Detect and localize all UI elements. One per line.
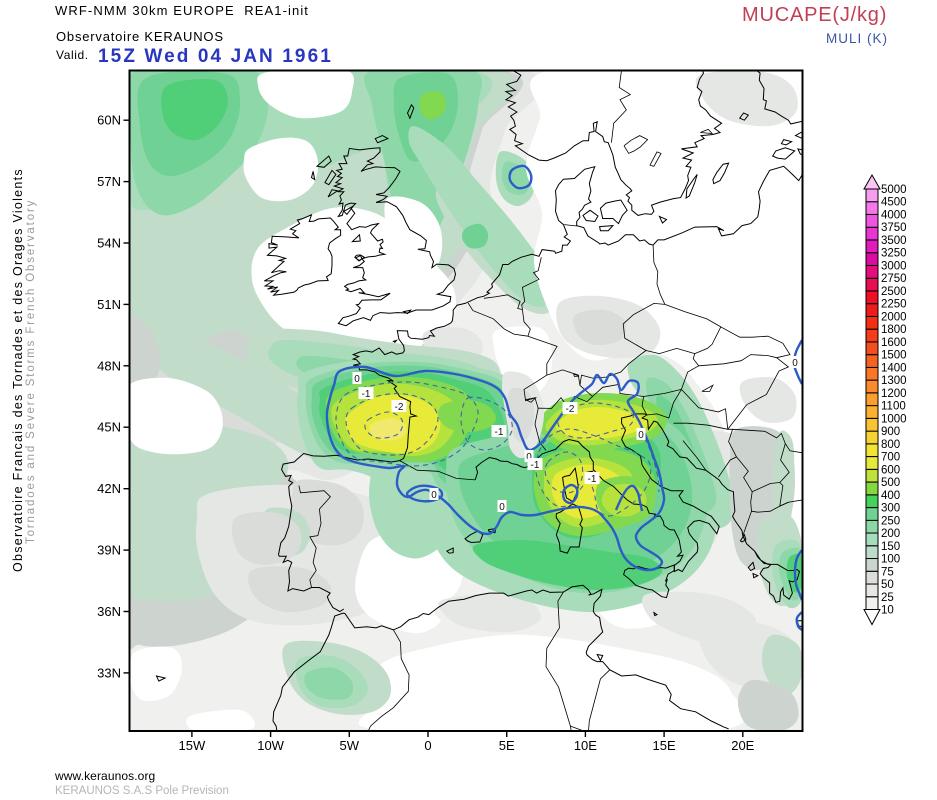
svg-text:0: 0 xyxy=(638,430,644,441)
svg-text:Tornadoes and Severe Storms Fr: Tornadoes and Severe Storms French Obser… xyxy=(25,199,37,544)
svg-text:500: 500 xyxy=(881,477,900,489)
svg-text:5E: 5E xyxy=(499,738,515,753)
svg-text:1100: 1100 xyxy=(881,401,906,413)
svg-text:-2: -2 xyxy=(566,404,575,415)
svg-text:1800: 1800 xyxy=(881,324,907,336)
svg-text:900: 900 xyxy=(881,426,900,438)
svg-text:15W: 15W xyxy=(179,738,206,753)
svg-text:700: 700 xyxy=(881,452,900,464)
svg-text:4000: 4000 xyxy=(881,210,907,222)
svg-text:10E: 10E xyxy=(574,738,597,753)
svg-text:Observatoire KERAUNOS: Observatoire KERAUNOS xyxy=(56,29,224,44)
svg-text:3000: 3000 xyxy=(881,261,907,273)
svg-text:15E: 15E xyxy=(653,738,676,753)
svg-text:-1: -1 xyxy=(588,474,597,485)
svg-text:150: 150 xyxy=(881,541,900,553)
svg-text:2500: 2500 xyxy=(881,286,907,298)
svg-text:600: 600 xyxy=(881,464,900,476)
svg-text:2250: 2250 xyxy=(881,299,907,311)
svg-text:0: 0 xyxy=(354,374,360,385)
svg-text:100: 100 xyxy=(881,554,900,566)
svg-text:KERAUNOS S.A.S Pole Prevision: KERAUNOS S.A.S Pole Prevision xyxy=(55,785,229,797)
svg-text:10W: 10W xyxy=(257,738,284,753)
svg-text:200: 200 xyxy=(881,528,900,540)
svg-text:33N: 33N xyxy=(97,665,121,680)
svg-text:400: 400 xyxy=(881,490,900,502)
svg-text:50: 50 xyxy=(881,579,894,591)
svg-text:0: 0 xyxy=(526,452,532,463)
svg-text:www.keraunos.org: www.keraunos.org xyxy=(54,769,155,783)
svg-text:57N: 57N xyxy=(97,174,121,189)
svg-text:2750: 2750 xyxy=(881,273,907,285)
svg-text:15Z Wed 04 JAN 1961: 15Z Wed 04 JAN 1961 xyxy=(98,46,333,67)
svg-text:1600: 1600 xyxy=(881,337,907,349)
svg-text:75: 75 xyxy=(881,566,894,578)
svg-text:300: 300 xyxy=(881,503,900,515)
svg-text:3500: 3500 xyxy=(881,235,907,247)
svg-text:1500: 1500 xyxy=(881,350,907,362)
svg-text:Observatoire Francais des Torn: Observatoire Francais des Tornades et de… xyxy=(11,168,25,572)
svg-text:42N: 42N xyxy=(97,481,121,496)
svg-text:1400: 1400 xyxy=(881,362,907,374)
svg-text:0: 0 xyxy=(431,490,437,501)
svg-text:5000: 5000 xyxy=(881,184,907,196)
svg-text:-1: -1 xyxy=(531,460,540,471)
svg-text:Valid.: Valid. xyxy=(56,48,89,62)
svg-text:-1: -1 xyxy=(362,389,371,400)
svg-text:10: 10 xyxy=(881,605,894,617)
svg-text:0: 0 xyxy=(792,358,798,369)
svg-text:36N: 36N xyxy=(97,604,121,619)
svg-text:4500: 4500 xyxy=(881,197,907,209)
svg-text:25: 25 xyxy=(881,592,894,604)
svg-text:51N: 51N xyxy=(97,297,121,312)
svg-text:-1: -1 xyxy=(495,427,504,438)
svg-text:1200: 1200 xyxy=(881,388,907,400)
svg-text:5W: 5W xyxy=(340,738,360,753)
svg-text:1300: 1300 xyxy=(881,375,907,387)
svg-text:3750: 3750 xyxy=(881,222,907,234)
svg-text:45N: 45N xyxy=(97,420,121,435)
svg-text:39N: 39N xyxy=(97,543,121,558)
svg-text:800: 800 xyxy=(881,439,900,451)
svg-text:WRF-NMM 30km EUROPE REA1-init: WRF-NMM 30km EUROPE REA1-init xyxy=(55,3,309,18)
svg-text:250: 250 xyxy=(881,515,900,527)
svg-text:0: 0 xyxy=(424,738,431,753)
svg-text:54N: 54N xyxy=(97,236,121,251)
svg-text:MUCAPE(J/kg): MUCAPE(J/kg) xyxy=(742,4,887,26)
svg-text:2000: 2000 xyxy=(881,311,907,323)
svg-text:20E: 20E xyxy=(731,738,754,753)
svg-text:1000: 1000 xyxy=(881,413,907,425)
svg-text:48N: 48N xyxy=(97,358,121,373)
svg-text:60N: 60N xyxy=(97,113,121,128)
svg-text:0: 0 xyxy=(499,502,505,513)
svg-text:3250: 3250 xyxy=(881,248,907,260)
svg-text:MULI (K): MULI (K) xyxy=(826,31,888,46)
svg-text:-2: -2 xyxy=(395,402,404,413)
